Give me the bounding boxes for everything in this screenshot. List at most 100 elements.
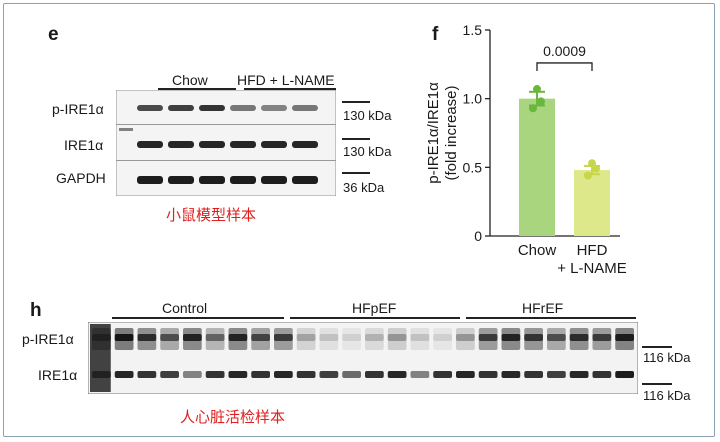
lane-smear	[319, 328, 339, 350]
blot-e-band	[261, 176, 287, 184]
caption-mouse-samples: 小鼠模型样本	[166, 206, 257, 224]
significance-bracket	[536, 62, 593, 71]
lane-band-total	[547, 371, 566, 378]
lane-band-p	[274, 334, 293, 341]
kda-label-116-a: 116 kDa	[643, 350, 691, 365]
bar-1	[574, 170, 610, 236]
blot-e-band	[261, 141, 287, 148]
panel-h-letter: h	[30, 300, 42, 321]
blot-e-band	[199, 176, 225, 184]
lane-band-total	[205, 371, 225, 378]
lane-band-total	[137, 371, 157, 378]
marker-tick-36	[342, 172, 370, 174]
lane-band-total	[251, 371, 270, 378]
marker-tick-116b	[642, 383, 672, 385]
lane-band-p	[615, 334, 634, 341]
lane-band-total	[387, 371, 407, 378]
data-point	[533, 85, 541, 94]
lane-band-p	[183, 334, 202, 341]
lane-smear	[365, 328, 384, 350]
blot-e-band	[292, 141, 318, 148]
group-label-chow: Chow	[172, 72, 208, 88]
y-tick-label: 0.5	[463, 159, 483, 175]
data-point	[537, 97, 545, 106]
lane-band-p	[296, 334, 316, 341]
lane-band-total	[342, 371, 361, 378]
lane-band-total	[478, 371, 498, 378]
y-axis-label-line: (fold increase)	[443, 85, 460, 180]
kda-label-36: 36 kDa	[343, 180, 385, 195]
marker-tick-130a	[342, 101, 370, 103]
marker-tick-130b	[342, 138, 370, 140]
lane-band-total	[433, 371, 452, 378]
lane-band-p	[251, 334, 270, 341]
lane-band-p	[478, 334, 498, 341]
blot-e-band	[199, 141, 225, 148]
lane-band-p	[410, 334, 430, 341]
group-bracket-hfpef	[290, 317, 460, 319]
category-label: + L-NAME	[557, 260, 627, 277]
group-bracket-hfref	[466, 317, 636, 319]
panel-f-letter: f	[432, 24, 439, 45]
lane-band-p	[592, 334, 612, 341]
row-label-ire1a-h: IRE1α	[38, 367, 78, 383]
lane-smear	[410, 328, 430, 350]
y-axis-label: p-IRE1α/IRE1α(fold increase)	[425, 82, 460, 184]
blot-e-band	[230, 105, 256, 111]
lane-smear	[387, 328, 407, 350]
lane-band-total	[274, 371, 293, 378]
blot-e-band	[168, 176, 194, 184]
row-label-ire1a: IRE1α	[64, 137, 104, 153]
y-tick-label: 1.5	[463, 22, 483, 38]
lane-ladder	[90, 324, 111, 392]
lane-band-p	[342, 334, 361, 341]
group-bracket-hfd	[244, 88, 336, 90]
row-label-gapdh: GAPDH	[56, 170, 106, 186]
data-point	[529, 104, 537, 113]
lane-band-p	[228, 334, 248, 341]
group-label-hfpef: HFpEF	[352, 300, 397, 316]
lane-band-total	[319, 371, 339, 378]
group-bracket-control	[112, 317, 284, 319]
lane-band-total	[410, 371, 430, 378]
row-label-p-ire1a-h: p-IRE1α	[22, 331, 74, 347]
lane-band-p	[365, 334, 384, 341]
lane-smear	[342, 328, 361, 350]
capillary-blot-h	[88, 322, 638, 394]
lane-band-p	[137, 334, 157, 341]
y-axis-label-line: p-IRE1α/IRE1α	[425, 82, 442, 184]
lane-band-total	[524, 371, 543, 378]
lane-smear	[433, 328, 452, 350]
blot-e-band	[292, 105, 318, 111]
panel-e-letter: e	[48, 24, 59, 45]
blot-e-ladder	[119, 128, 133, 131]
bar-chart-f: 0 0.5 1.0 1.5 p-IRE1α/IRE1α(fold increase) Ch…	[425, 22, 627, 277]
data-point	[592, 164, 600, 173]
blot-e-band	[230, 176, 256, 184]
lane-smear	[456, 328, 475, 350]
blot-e-band	[137, 176, 163, 184]
blot-e-band	[199, 105, 225, 111]
lane-band-p	[319, 334, 339, 341]
lane-band-total	[501, 371, 521, 378]
caption-human-biopsy: 人心脏活检样本	[180, 408, 286, 426]
kda-label-116-b: 116 kDa	[643, 388, 691, 403]
lane-band-total	[569, 371, 589, 378]
blot-e-band	[137, 105, 163, 111]
category-label: Chow	[518, 242, 557, 259]
row-label-p-ire1a: p-IRE1α	[52, 101, 104, 117]
group-label-hfref: HFrEF	[522, 300, 564, 316]
lane-band-total	[114, 371, 134, 378]
lane-band-total	[160, 371, 179, 378]
group-label-control: Control	[162, 300, 208, 316]
data-point	[584, 171, 592, 180]
group-label-hfd-lname: HFD + L-NAME	[237, 72, 335, 88]
lane-band-p	[524, 334, 543, 341]
lane-band-total	[456, 371, 475, 378]
lane-band-p	[205, 334, 225, 341]
group-bracket-chow	[158, 88, 236, 90]
blot-e-band	[137, 141, 163, 148]
p-value-label: 0.0009	[543, 43, 586, 59]
lane-band-p	[433, 334, 452, 341]
lane-band-p	[547, 334, 566, 341]
